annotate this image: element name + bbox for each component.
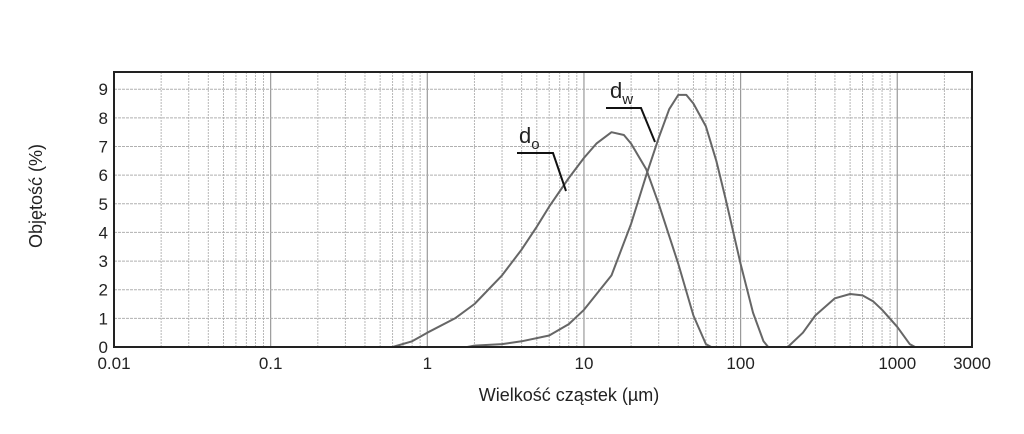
y-tick-label: 2 <box>99 281 108 300</box>
y-tick-label: 4 <box>99 223 108 242</box>
x-axis-title: Wielkość cząstek (µm) <box>479 385 659 405</box>
plot-frame <box>113 71 973 348</box>
y-axis-title: Objętość (%) <box>26 144 46 248</box>
x-tick-label: 0.01 <box>97 354 130 373</box>
curve-label-do: do <box>517 123 567 192</box>
y-tick-label: 1 <box>99 309 108 328</box>
series-layer <box>391 93 917 348</box>
curve-label-subscript: w <box>621 91 633 108</box>
y-tick-label: 6 <box>99 166 108 185</box>
label-layer: do dw <box>517 78 656 192</box>
y-tick-label: 0 <box>99 338 108 357</box>
grid-layer <box>113 72 973 348</box>
x-tick-label: 100 <box>726 354 754 373</box>
y-tick-label: 8 <box>99 109 108 128</box>
x-tick-label: 1000 <box>878 354 916 373</box>
x-tick-label: 3000 <box>953 354 991 373</box>
frame-layer <box>113 71 973 348</box>
curve-label-text: dw <box>610 78 633 108</box>
x-tick-label: 10 <box>574 354 593 373</box>
series-line-do <box>391 131 713 348</box>
series-line-dw <box>466 93 917 348</box>
label-leader-line <box>517 152 567 192</box>
y-tick-label: 3 <box>99 252 108 271</box>
y-tick-label: 7 <box>99 137 108 156</box>
y-tick-label: 5 <box>99 195 108 214</box>
tick-layer: 0.01 0.1 1 10 100 1000 3000 0 1 2 3 4 5 6 7 8 9 <box>97 80 990 373</box>
label-leader-line <box>606 107 656 143</box>
x-tick-label: 0.1 <box>259 354 283 373</box>
curve-label-subscript: o <box>531 136 539 153</box>
y-tick-label: 9 <box>99 80 108 99</box>
x-tick-label: 1 <box>423 354 432 373</box>
